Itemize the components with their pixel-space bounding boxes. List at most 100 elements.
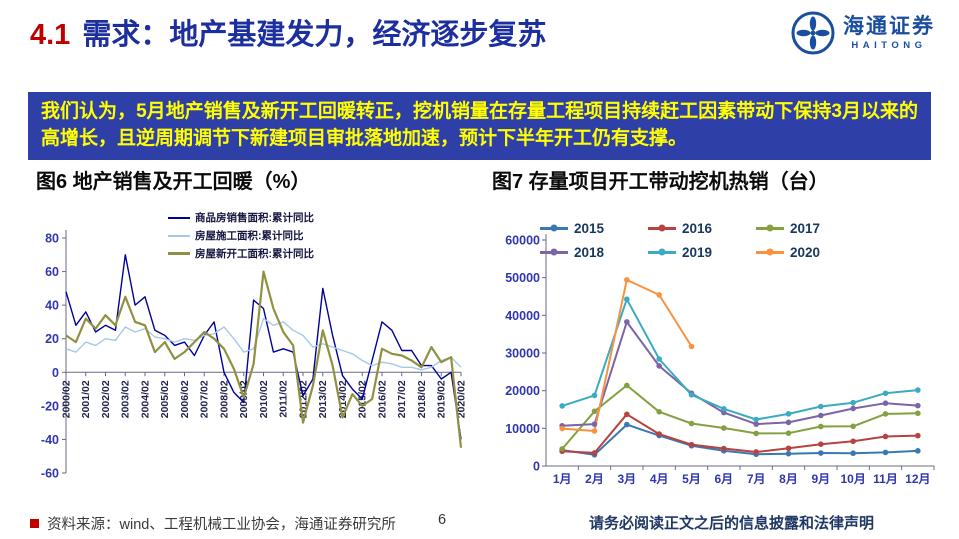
chart7-data-point <box>688 420 695 427</box>
legend-marker-dot <box>550 248 558 256</box>
legend-label: 房屋新开工面积:累计同比 <box>195 248 314 260</box>
chart7-data-point <box>753 430 759 437</box>
chart7-title: 图7 存量项目开工带动挖机热销（台） <box>492 171 829 193</box>
chart6-x-tick-label: 2017/02 <box>396 380 408 418</box>
chart6-x-tick-label: 2007/02 <box>199 380 211 418</box>
chart7-data-point <box>559 425 565 432</box>
chart6-series-line <box>65 317 462 371</box>
chart7-data-point <box>818 450 824 456</box>
legend-marker-dot <box>658 248 666 256</box>
legend-line-sample <box>168 252 190 255</box>
chart7-x-tick-label: 9月 <box>811 472 830 486</box>
chart7-data-point <box>559 403 565 409</box>
chart7-data-point <box>624 296 630 303</box>
chart6-x-tick-label: 2001/02 <box>80 380 92 418</box>
chart7-data-point <box>818 423 824 430</box>
chart6-x-tick-label: 2008/02 <box>219 380 231 418</box>
chart7-x-tick-label: 6月 <box>714 472 733 486</box>
chart7-data-point <box>624 319 630 325</box>
chart7-y-tick-label: 50000 <box>505 271 540 285</box>
chart6-y-tick-label: -20 <box>41 399 59 413</box>
chart7-series-line <box>562 413 918 454</box>
chart7-data-point <box>753 449 759 455</box>
legend-line-sample <box>648 248 676 256</box>
legend-line-sample <box>168 216 190 219</box>
chart7-canvas: 60000 50000 40000 30000 20000 10000 0 1月 2月 3月 4月 5… <box>505 234 935 486</box>
chart7-data-point <box>785 430 792 436</box>
chart7-data-point <box>688 392 695 398</box>
chart6-y-tick-label: 0 <box>52 366 59 380</box>
chart7-data-point <box>915 410 921 417</box>
chart7-data-point <box>882 449 889 456</box>
chart6-y-tick-label: 60 <box>45 265 59 279</box>
chart7-data-point <box>818 403 824 410</box>
chart7-data-point <box>785 419 792 426</box>
chart6-x-tick-label: 2000/02 <box>61 380 73 418</box>
chart7-y-tick-label: 30000 <box>505 347 540 361</box>
legend-line-sample <box>756 224 784 232</box>
chart6-x-tick-label: 2018/02 <box>416 380 428 418</box>
chart7-data-point <box>753 416 759 423</box>
chart7-data-point <box>850 438 856 445</box>
legend-item: 2019 <box>648 245 756 260</box>
chart7-y-tick-label: 40000 <box>505 309 540 323</box>
chart7-x-tick-label: 2月 <box>585 472 604 486</box>
legend-item: 2016 <box>648 221 756 236</box>
chart7-legend: 2015 2016 2017 2018 2019 2020 <box>540 221 864 260</box>
chart7-data-point <box>785 450 792 457</box>
chart7-data-point <box>656 408 662 415</box>
chart7-data-point <box>721 406 727 412</box>
legend-label: 2015 <box>574 221 605 236</box>
chart7-data-point <box>624 421 630 428</box>
chart7-data-point <box>656 363 662 369</box>
footer-source: 资料来源：wind、工程机械工业协会，海通证券研究所 <box>47 517 396 533</box>
legend-label: 2016 <box>682 221 713 236</box>
legend-label: 2020 <box>790 245 821 260</box>
chart7-data-point <box>559 446 565 452</box>
legend-item: 房屋新开工面积:累计同比 <box>168 246 314 261</box>
chart7-data-point <box>721 445 727 452</box>
legend-label: 2018 <box>574 245 605 260</box>
chart7-data-point <box>785 411 792 417</box>
legend-item: 2018 <box>540 245 648 260</box>
chart7-data-point <box>850 423 856 430</box>
logo-text: 海通证券 HAITONG <box>843 15 935 50</box>
chart7-data-point <box>882 390 889 397</box>
chart7-x-tick-label: 8月 <box>779 472 798 486</box>
chart7-series-line <box>562 320 918 427</box>
chart7-data-point <box>915 402 921 409</box>
legend-line-sample <box>648 224 676 232</box>
summary-banner: 我们认为，5月地产销售及新开工回暖转正，挖机销量在存量工程项目持续赶工因素带动下… <box>28 92 931 160</box>
chart6-x-tick-label: 2006/02 <box>179 380 191 418</box>
chart6-y-tick-label: 40 <box>45 299 59 313</box>
chart7-x-tick-label: 7月 <box>747 472 766 486</box>
legend-line-sample <box>540 224 568 232</box>
chart6-y-tick-label: -60 <box>41 467 59 481</box>
chart7-series-line <box>561 298 918 421</box>
chart7-y-tick-label: 20000 <box>505 384 540 398</box>
chart6-x-tick-label: 2011/02 <box>278 380 290 418</box>
chart6-legend: 商品房销售面积:累计同比 房屋施工面积:累计同比 房屋新开工面积:累计同比 <box>168 210 314 261</box>
chart7-data-point <box>688 343 695 350</box>
chart7-data-point <box>624 411 630 418</box>
chart6-x-tick-label: 2019/02 <box>436 380 448 418</box>
legend-item: 2017 <box>756 221 864 236</box>
chart7-data-point <box>591 450 598 456</box>
chart7-data-point <box>915 432 921 439</box>
legend-label: 2017 <box>790 221 821 236</box>
chart7-x-tick-label: 5月 <box>682 472 701 486</box>
page-title-row: 4.1 需求：地产基建发力，经济逐步复苏 <box>30 11 546 53</box>
chart7-x-tick-label: 1月 <box>553 472 572 486</box>
chart7-series-line <box>562 423 918 456</box>
chart7-data-point <box>785 445 792 452</box>
chart7-data-point <box>591 408 598 415</box>
legend-label: 2019 <box>682 245 713 260</box>
chart6-x-tick-label: 2010/02 <box>258 380 270 418</box>
chart7-data-point <box>591 428 598 434</box>
legend-line-sample <box>168 234 190 237</box>
chart7-data-point <box>818 412 824 419</box>
footer-disclaimer: 请务必阅读正文之后的信息披露和法律声明 <box>589 515 875 532</box>
footer-red-bullet <box>30 519 39 528</box>
chart7-data-point <box>882 411 889 417</box>
legend-marker-dot <box>550 224 558 232</box>
